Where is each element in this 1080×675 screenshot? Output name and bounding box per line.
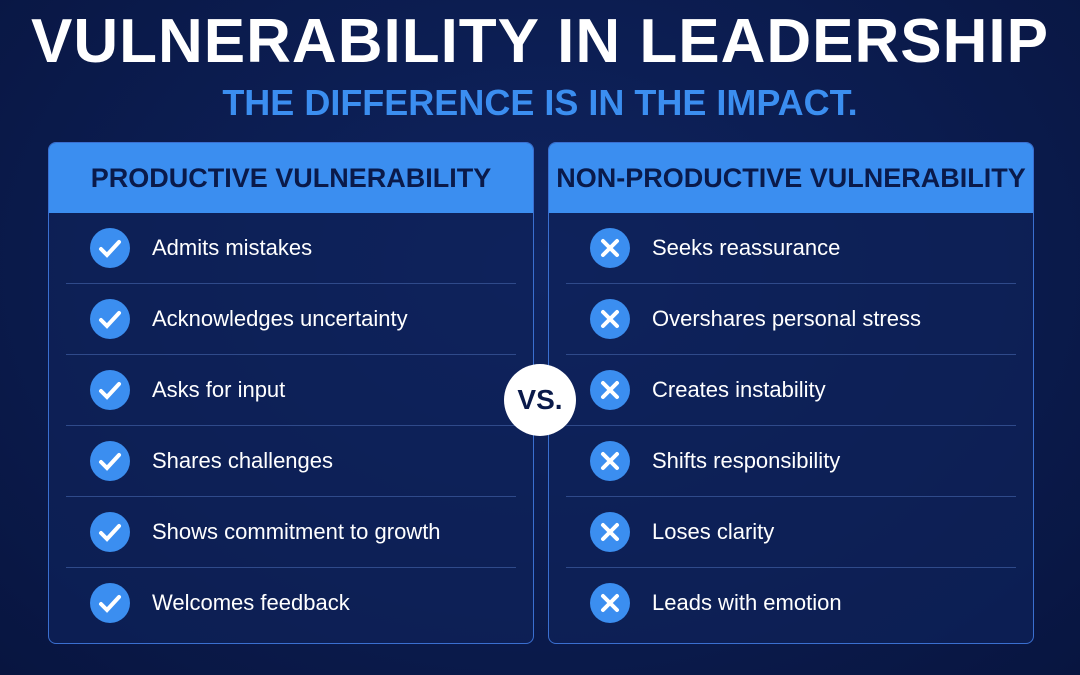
column-title: PRODUCTIVE VULNERABILITY [49,143,533,213]
cross-icon [590,583,630,623]
item-text: Welcomes feedback [152,590,350,615]
column: PRODUCTIVE VULNERABILITY Admits mistakes A… [48,142,534,644]
list-item: Shares challenges [66,426,516,497]
check-icon [90,370,130,410]
item-text: Acknowledges uncertainty [152,306,408,331]
list-item: Loses clarity [566,497,1016,568]
column-title: NON-PRODUCTIVE VULNERABILITY [549,143,1033,213]
cross-icon [590,370,630,410]
item-text: Seeks reassurance [652,235,841,260]
cross-icon [590,512,630,552]
item-text: Loses clarity [652,519,775,544]
check-icon [90,299,130,339]
subtitle: THE DIFFERENCE IS IN THE IMPACT. [222,82,858,123]
column: NON-PRODUCTIVE VULNERABILITY Seeks reassu… [548,142,1034,644]
item-text: Creates instability [652,377,826,402]
list-item: Shows commitment to growth [66,497,516,568]
list-item: Overshares personal stress [566,284,1016,355]
item-text: Overshares personal stress [652,306,921,331]
item-text: Shifts responsibility [652,448,841,473]
item-text: Shares challenges [152,448,334,473]
cross-icon [590,228,630,268]
list-item: Admits mistakes [66,213,516,284]
cross-icon [590,299,630,339]
item-text: Shows commitment to growth [152,519,441,544]
list-item: Creates instability [566,355,1016,426]
cross-icon [590,441,630,481]
check-icon [90,228,130,268]
list-item: Leads with emotion [566,568,1016,638]
list-item: Asks for input [66,355,516,426]
title: VULNERABILITY IN LEADERSHIP [31,7,1049,76]
list-item: Seeks reassurance [566,213,1016,284]
item-text: Admits mistakes [152,235,313,260]
check-icon [90,583,130,623]
check-icon [90,512,130,552]
item-text: Leads with emotion [652,590,842,615]
item-text: Asks for input [152,377,286,402]
list-item: Acknowledges uncertainty [66,284,516,355]
check-icon [90,441,130,481]
list-item: Welcomes feedback [66,568,516,638]
vs-badge: VS. [504,364,576,436]
list-item: Shifts responsibility [566,426,1016,497]
